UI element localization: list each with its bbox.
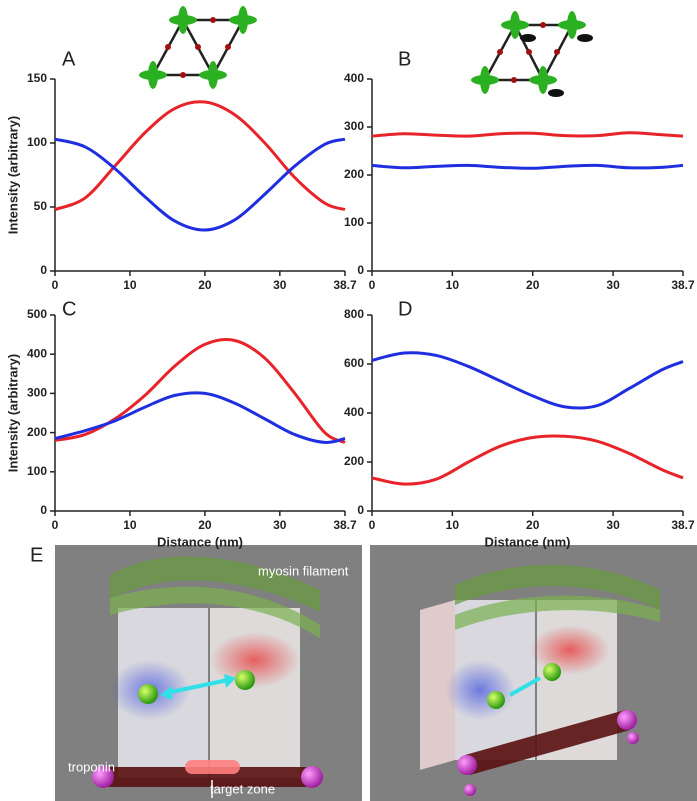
x-tick-label: 30 xyxy=(273,518,287,532)
y-tick-label: 400 xyxy=(27,346,47,360)
y-tick-label: 50 xyxy=(34,199,48,213)
x-tick-label: 20 xyxy=(198,518,212,532)
x-tick-label: 20 xyxy=(526,518,540,532)
x-axis-label: Distance (nm) xyxy=(157,534,243,549)
y-tick-label: 400 xyxy=(344,405,364,419)
annotation: troponin xyxy=(68,759,115,774)
x-tick-label: 0 xyxy=(52,278,59,292)
x-tick-label: 30 xyxy=(606,278,620,292)
y-tick-label: 100 xyxy=(27,135,47,149)
data-line xyxy=(54,137,346,232)
y-tick-label: 800 xyxy=(344,307,364,321)
x-tick-label: 10 xyxy=(446,518,460,532)
x-tick-label: 30 xyxy=(273,278,287,292)
data-line xyxy=(371,163,684,170)
y-tick-label: 400 xyxy=(344,71,364,85)
x-tick-label: 20 xyxy=(526,278,540,292)
y-tick-label: 150 xyxy=(27,71,47,85)
annotation: target zone xyxy=(210,781,275,796)
data-line xyxy=(371,351,684,410)
y-tick-label: 500 xyxy=(27,307,47,321)
x-tick-label: 20 xyxy=(198,278,212,292)
y-tick-label: 200 xyxy=(27,425,47,439)
x-tick-label: 38.7 xyxy=(671,518,695,532)
panel-label: C xyxy=(62,298,76,320)
y-axis-label: Intensity (arbitrary) xyxy=(5,354,20,472)
y-tick-label: 0 xyxy=(40,503,47,517)
x-tick-label: 0 xyxy=(369,518,376,532)
y-tick-label: 0 xyxy=(40,263,47,277)
x-tick-label: 10 xyxy=(123,518,137,532)
x-tick-label: 10 xyxy=(123,278,137,292)
lattice-diagram-a xyxy=(139,6,257,89)
panel-label: B xyxy=(398,48,411,70)
y-tick-label: 300 xyxy=(27,386,47,400)
data-line xyxy=(54,391,346,444)
x-axis-label: Distance (nm) xyxy=(485,534,571,549)
x-tick-label: 0 xyxy=(369,278,376,292)
data-line xyxy=(371,434,684,486)
data-line xyxy=(371,131,684,138)
y-tick-label: 100 xyxy=(27,464,47,478)
x-tick-label: 38.7 xyxy=(333,518,357,532)
annotation: myosin filament xyxy=(258,563,349,578)
x-tick-label: 30 xyxy=(606,518,620,532)
panel-label: E xyxy=(30,544,43,566)
y-tick-label: 600 xyxy=(344,356,364,370)
y-tick-label: 200 xyxy=(344,167,364,181)
panel-e-left xyxy=(55,545,362,801)
data-line xyxy=(54,100,346,212)
y-axis-label: Intensity (arbitrary) xyxy=(5,116,20,234)
y-tick-label: 100 xyxy=(344,215,364,229)
panel-label: A xyxy=(62,48,76,70)
x-tick-label: 10 xyxy=(446,278,460,292)
y-tick-label: 300 xyxy=(344,119,364,133)
panel-label: D xyxy=(398,298,412,320)
x-tick-label: 0 xyxy=(52,518,59,532)
y-tick-label: 0 xyxy=(357,503,364,517)
panel-e-right xyxy=(370,545,697,801)
lattice-diagram-b xyxy=(471,11,593,97)
x-tick-label: 38.7 xyxy=(671,278,695,292)
y-tick-label: 0 xyxy=(357,263,364,277)
y-tick-label: 200 xyxy=(344,454,364,468)
x-tick-label: 38.7 xyxy=(333,278,357,292)
